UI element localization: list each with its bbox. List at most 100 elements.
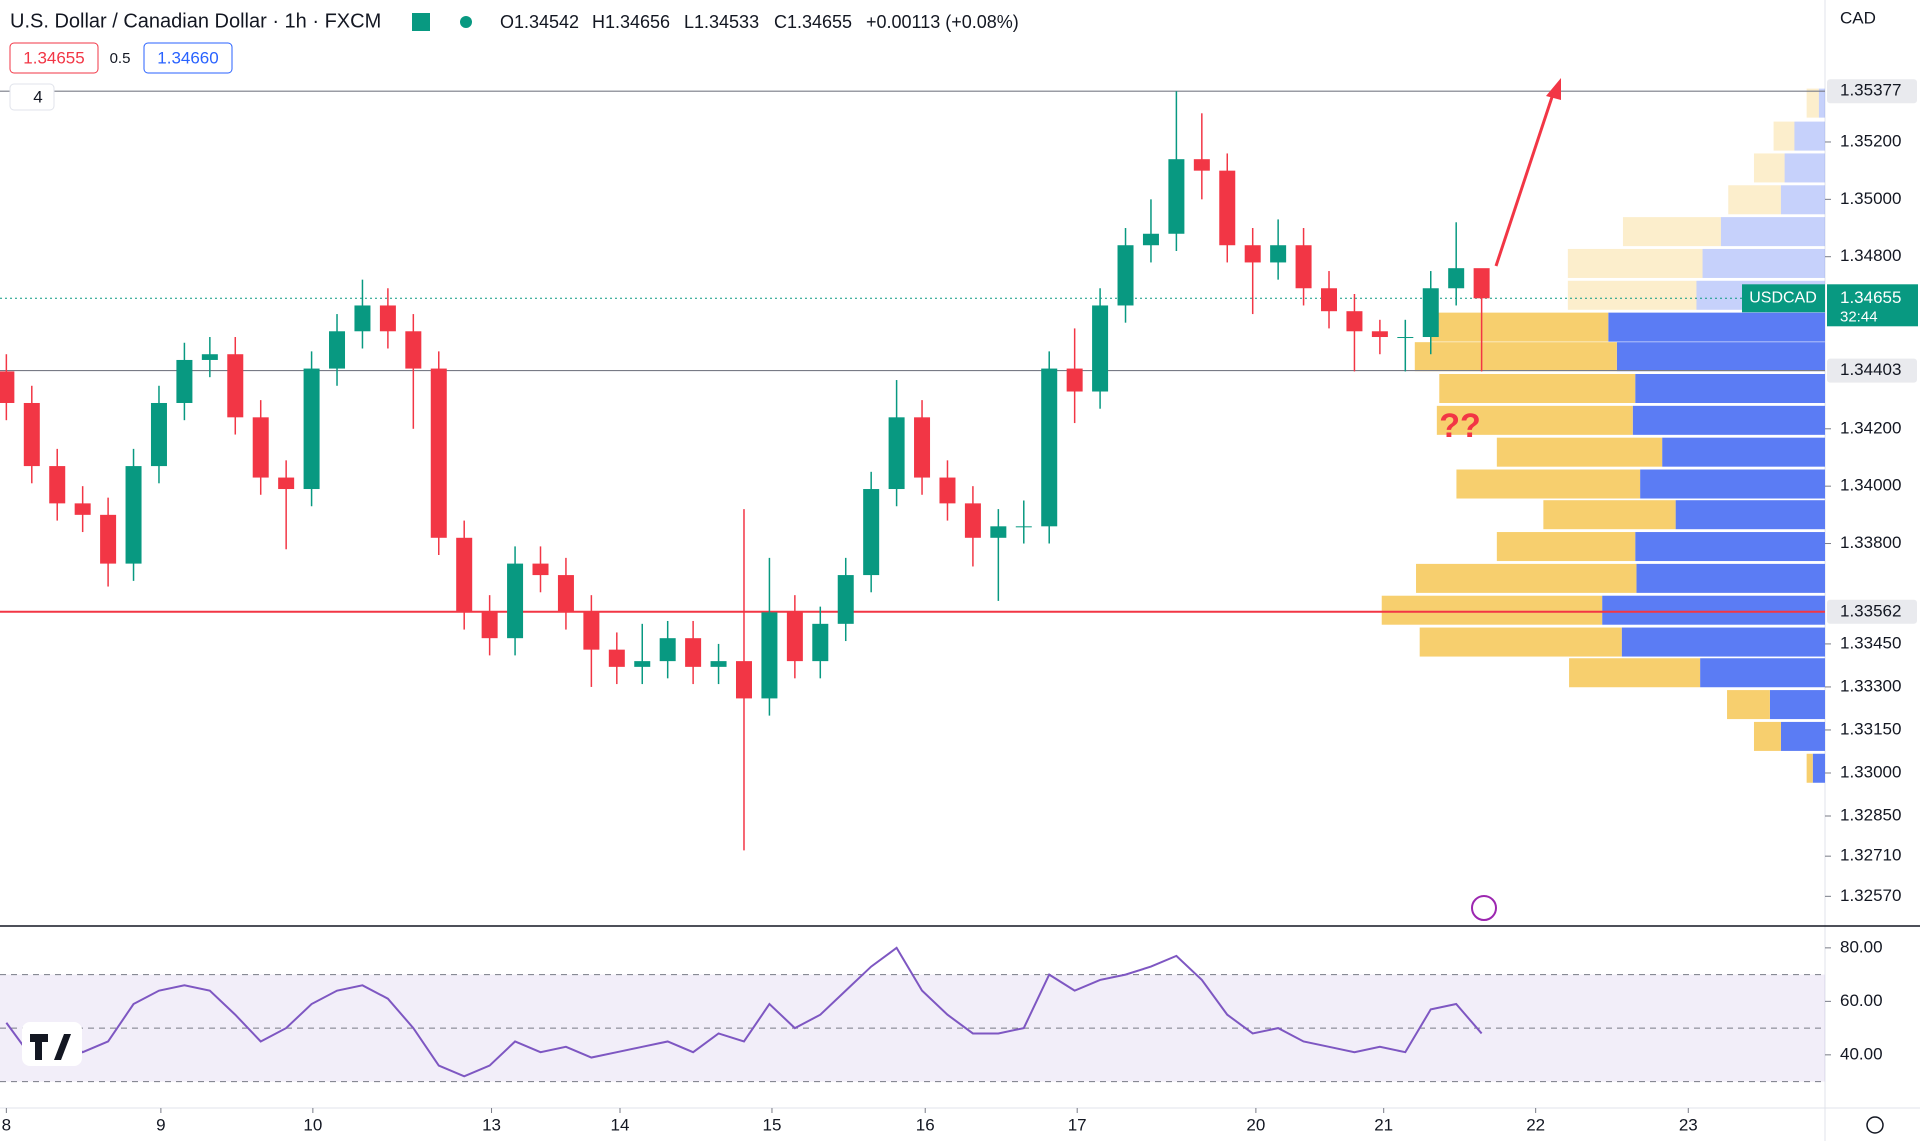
- candle-body: [278, 477, 295, 490]
- x-tick-label: 22: [1526, 1115, 1545, 1134]
- candle-body: [786, 612, 803, 662]
- candle-body: [1041, 368, 1058, 527]
- indicator-count[interactable]: 4: [33, 87, 42, 106]
- profile-up: [1414, 342, 1617, 372]
- rsi-line: [5, 946, 1483, 1078]
- profile-down: [1602, 595, 1825, 625]
- candle-body: [1422, 288, 1439, 338]
- arrow-head: [1546, 78, 1561, 100]
- profile-up: [1419, 627, 1622, 657]
- candle-body: [23, 402, 40, 467]
- candle-body: [1448, 268, 1465, 289]
- candle-body: [1168, 159, 1185, 234]
- profile-down: [1635, 532, 1825, 562]
- candle-body: [914, 417, 931, 478]
- profile-down: [1720, 217, 1825, 247]
- symbol-title: U.S. Dollar / Canadian Dollar · 1h · FXC…: [10, 10, 381, 32]
- profile-up: [1567, 248, 1703, 278]
- y-tick-label: 1.33000: [1840, 762, 1901, 781]
- candle-body: [1142, 233, 1159, 246]
- ask-price[interactable]: 1.34660: [157, 48, 218, 67]
- candle-body: [456, 537, 473, 613]
- profile-down: [1784, 153, 1825, 183]
- x-tick-label: 14: [611, 1115, 630, 1134]
- candle-body: [1371, 331, 1388, 338]
- candle-body: [405, 331, 422, 369]
- profile-down: [1780, 185, 1825, 215]
- x-tick-label: 21: [1374, 1115, 1393, 1134]
- candle-body: [1015, 526, 1032, 528]
- candle-body: [583, 612, 600, 650]
- annotation: ??: [1439, 407, 1481, 445]
- status-dot: [460, 16, 472, 28]
- x-tick-label: 17: [1068, 1115, 1087, 1134]
- logo: [30, 1034, 71, 1060]
- candle-body: [557, 575, 574, 613]
- candle-body: [303, 368, 320, 490]
- candle-body: [608, 649, 625, 667]
- candle-body: [49, 466, 66, 504]
- candle-body: [1066, 368, 1083, 392]
- symbol-name: USDCAD: [1749, 290, 1817, 307]
- y-tick-label: 80.00: [1840, 937, 1883, 956]
- bid-price[interactable]: 1.34655: [23, 48, 84, 67]
- candle-body: [507, 563, 524, 639]
- candle-body: [1295, 245, 1312, 289]
- level-label: 1.33562: [1840, 601, 1901, 620]
- ohlc-change: +0.00113 (+0.08%): [866, 12, 1019, 32]
- y-tick-label: 1.34800: [1840, 246, 1901, 265]
- candle-body: [863, 489, 880, 576]
- candle-body: [1092, 305, 1109, 392]
- market-flag: [412, 13, 430, 31]
- price-pane: 1.35200 1.35000 1.34800 1.34200 1.34000 1.338…: [0, 79, 1918, 1134]
- candle-body: [990, 526, 1007, 538]
- profile-down: [1812, 753, 1825, 783]
- profile-up: [1753, 721, 1781, 751]
- y-tick-label: 1.33150: [1840, 719, 1901, 738]
- candle-body: [685, 638, 702, 667]
- profile-down: [1662, 437, 1825, 467]
- currency[interactable]: CAD: [1840, 8, 1876, 27]
- profile-up: [1773, 121, 1795, 151]
- candle-body: [1270, 245, 1287, 263]
- profile-down: [1769, 690, 1825, 720]
- x-tick-label: 9: [156, 1115, 165, 1134]
- profile-down: [1621, 627, 1825, 657]
- y-tick-label: 60.00: [1840, 991, 1883, 1010]
- level-label: 1.35377: [1840, 81, 1901, 100]
- profile-up: [1436, 405, 1633, 435]
- alert-icon[interactable]: [1471, 895, 1497, 921]
- level-tag: [1827, 599, 1917, 624]
- settings-icon[interactable]: [1866, 1116, 1884, 1134]
- candle-body: [74, 503, 91, 515]
- ohlc-close: C1.34655: [774, 12, 852, 32]
- candle-body: [532, 563, 549, 576]
- candle-body: [1321, 288, 1338, 312]
- x-tick-label: 8: [2, 1115, 11, 1134]
- sell-button[interactable]: [9, 42, 99, 74]
- y-tick-label: 1.34200: [1840, 418, 1901, 437]
- profile-up: [1727, 690, 1770, 720]
- buy-button[interactable]: [143, 42, 233, 74]
- candle-body: [481, 612, 498, 639]
- candle-body: [1346, 311, 1363, 332]
- indicator-toggle[interactable]: [9, 83, 55, 111]
- x-tick-label: 16: [916, 1115, 935, 1134]
- candle-body: [1193, 159, 1210, 171]
- candle-body: [735, 661, 752, 699]
- candle-body: [888, 417, 905, 490]
- profile-down: [1780, 721, 1825, 751]
- level-tag: [1827, 79, 1917, 104]
- header: U.S. Dollar / Canadian Dollar · 1h · FXC…: [9, 8, 1884, 1134]
- y-tick-label: 1.33300: [1840, 676, 1901, 695]
- profile-down: [1635, 374, 1825, 404]
- candle-body: [1117, 245, 1134, 306]
- candle-body: [201, 354, 218, 360]
- candle-body: [150, 402, 167, 467]
- profile-up: [1753, 153, 1785, 183]
- ohlc-low: L1.34533: [684, 12, 759, 32]
- profile-up: [1806, 88, 1819, 118]
- candle-body: [252, 417, 269, 478]
- y-tick-label: 1.33450: [1840, 633, 1901, 652]
- candle-body: [1244, 245, 1261, 263]
